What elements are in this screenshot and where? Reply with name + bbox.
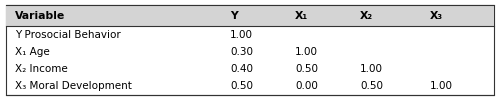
Text: Y: Y [230, 11, 238, 20]
Text: 0.50: 0.50 [360, 81, 383, 91]
Text: 0.30: 0.30 [230, 47, 253, 57]
Text: X₂ Income: X₂ Income [15, 64, 68, 74]
Bar [6, 5, 494, 26]
Text: X₃ Moral Development: X₃ Moral Development [15, 81, 132, 91]
Text: X₁: X₁ [295, 11, 308, 20]
Text: 1.00: 1.00 [360, 64, 383, 74]
Text: 1.00: 1.00 [295, 47, 318, 57]
Text: X₂: X₂ [360, 11, 373, 20]
Text: Y Prosocial Behavior: Y Prosocial Behavior [15, 30, 121, 40]
Text: 0.00: 0.00 [295, 81, 318, 91]
Text: 0.50: 0.50 [295, 64, 318, 74]
Text: Variable: Variable [15, 11, 65, 20]
Text: 0.40: 0.40 [230, 64, 253, 74]
Bar [6, 5, 494, 95]
Text: X₁ Age: X₁ Age [15, 47, 50, 57]
Text: 0.50: 0.50 [230, 81, 253, 91]
Text: 1.00: 1.00 [230, 30, 253, 40]
Text: X₃: X₃ [430, 11, 443, 20]
Text: 1.00: 1.00 [430, 81, 453, 91]
